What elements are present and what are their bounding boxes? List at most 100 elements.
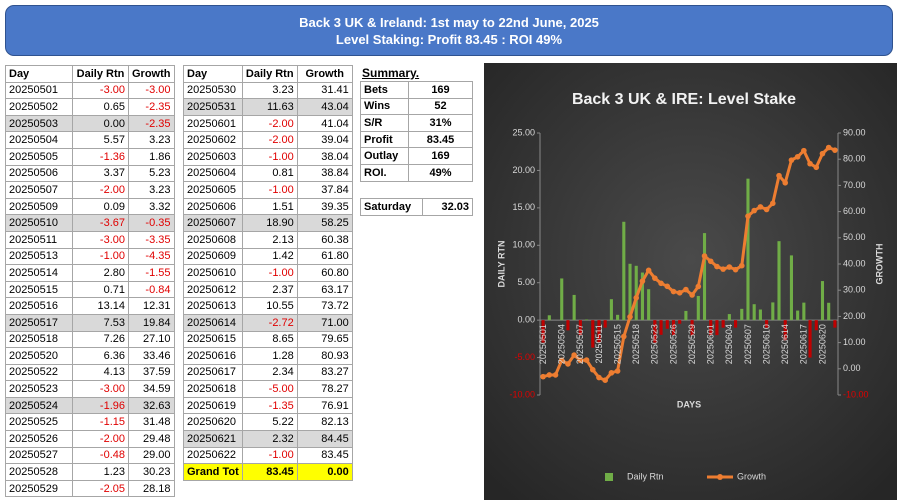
cell: 30.23 [128,463,175,481]
bar [758,309,762,321]
growth-marker [540,373,546,380]
cell: 20250505 [5,147,73,166]
y2-tick-label: 70.00 [843,180,866,190]
summary-label: Bets [360,81,409,99]
cell: 20250506 [5,164,73,183]
cell: 20250530 [183,81,243,100]
y2-tick-label: 10.00 [843,337,866,347]
cell: 1.23 [72,463,129,481]
growth-marker [602,377,608,383]
data-row: 20250525 -1.15 31.48 [5,413,175,432]
y2-tick-label: 30.00 [843,285,866,295]
summary-value: 169 [408,81,473,99]
data-row: 20250516 13.14 12.31 [5,297,175,315]
chart: Back 3 UK & IRE: Level Stake DAYS DAILY … [484,63,897,500]
cell: 39.04 [296,131,353,149]
total-row: Grand Tot 83.45 0.00 [183,463,353,481]
y-axis-title: DAILY RTN [496,240,506,287]
summary-label: S/R [360,114,409,132]
cell: 0.00 [72,114,129,133]
y2-tick-label: 40.00 [843,258,866,268]
cell: 71.00 [296,313,353,332]
x-tick-label: 20250518 [631,324,641,364]
data-row: 20250622 -1.00 83.45 [183,446,353,465]
cell: 27.10 [128,330,175,349]
data-row: 20250526 -2.00 29.48 [5,430,175,448]
x-tick-label: 20250515 [612,324,622,364]
bar [547,315,551,321]
cell: 3.23 [128,131,175,149]
x-tick-label: 20250620 [817,324,827,364]
y-tick-label: 10.00 [512,240,535,250]
cell: 39.35 [296,197,353,216]
cell: 20250516 [5,297,73,315]
column-header: Growth [128,65,175,83]
x-tick-label: 20250614 [780,324,790,364]
cell: 5.57 [72,131,129,149]
cell: 2.34 [241,363,298,382]
cell: 10.55 [241,297,298,315]
cell: 34.59 [128,380,175,398]
saturday-value: 32.03 [422,198,473,216]
bar [572,294,576,321]
cell: 41.04 [296,114,353,133]
growth-marker [645,267,652,274]
cell: 0.65 [72,98,129,116]
bar [727,314,731,321]
cell: 83.45 [241,463,298,481]
cell: 20250517 [5,313,73,332]
y-tick-label: 15.00 [512,202,535,212]
cell: 20250621 [183,430,243,448]
bar [783,320,787,341]
cell: -0.35 [128,214,175,232]
bar [541,320,545,343]
growth-marker [757,204,764,210]
x-tick-label: 20250511 [594,324,604,363]
cell: 84.45 [296,430,353,448]
cell: 3.23 [241,81,298,100]
chart-title: Back 3 UK & IRE: Level Stake [572,91,796,108]
bar [696,295,700,321]
bar [833,320,837,328]
returns-table: Day Daily Rtn Growth 20250530 3.23 31.41 20250… [183,65,353,481]
data-row: 20250607 18.90 58.25 [183,214,353,232]
cell: 37.59 [128,363,175,382]
cell: -2.05 [72,479,129,498]
bar [591,320,595,348]
cell: 20250501 [5,81,73,100]
cell: 20250615 [183,330,243,349]
cell: -5.00 [241,380,298,398]
cell: 31.48 [128,413,175,432]
cell: -2.00 [241,131,298,149]
cell: 20250514 [5,264,73,282]
summary-value: 169 [408,147,473,165]
data-row: 20250606 1.51 39.35 [183,197,353,216]
legend-swatch [605,473,613,481]
cell: 20250610 [183,264,243,282]
x-tick-label: 20250523 [650,324,660,364]
summary-value: 49% [408,163,473,182]
cell: 20250617 [183,363,243,382]
data-row: 20250506 3.37 5.23 [5,164,175,183]
cell: 0.71 [72,280,129,299]
bar [777,241,781,321]
x-tick-label: 20250507 [575,324,585,364]
cell: 20250608 [183,230,243,249]
growth-marker [732,266,739,273]
legend-label: Growth [737,471,766,481]
data-row: 20250523 -3.00 34.59 [5,380,175,398]
cell: -1.35 [241,396,298,415]
bar [808,320,812,358]
cell: 8.65 [241,330,298,349]
growth-marker [726,264,733,270]
y2-tick-label: 0.00 [843,363,861,373]
cell: 83.27 [296,363,353,382]
growth-marker [658,280,664,287]
summary-label: Wins [360,97,409,116]
cell: 20250622 [183,446,243,465]
cell: -3.00 [128,81,175,100]
data-row: 20250528 1.23 30.23 [5,463,175,481]
cell: 20250507 [5,181,73,199]
growth-marker [621,333,627,340]
